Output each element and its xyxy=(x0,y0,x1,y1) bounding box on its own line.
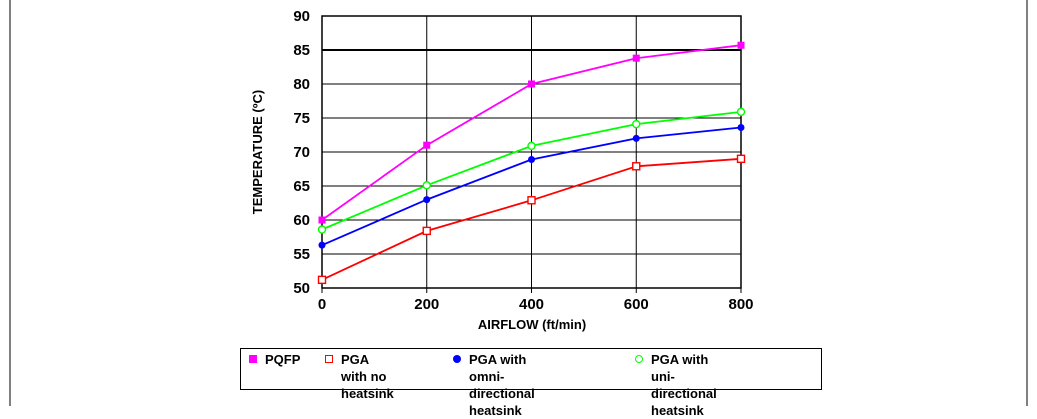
data-point xyxy=(423,141,431,149)
data-point xyxy=(528,80,535,88)
y-tick-label: 65 xyxy=(293,178,310,195)
data-point xyxy=(737,41,745,49)
y-tick-label: 50 xyxy=(293,280,310,297)
legend-label-pga-uni: PGA with uni- directional heatsink xyxy=(651,352,717,418)
data-point xyxy=(632,119,641,129)
x-tick-label: 200 xyxy=(414,296,439,313)
x-axis-label: AIRFLOW (ft/min) xyxy=(478,317,586,332)
data-point xyxy=(318,241,326,249)
y-tick-label: 60 xyxy=(293,212,310,229)
y-tick-labels: 50 55 60 65 70 75 80 85 90 xyxy=(293,8,310,297)
data-point xyxy=(423,196,431,204)
series-group xyxy=(317,41,746,285)
legend: PQFP PGA with no heatsink PGA with omni-… xyxy=(240,348,822,418)
legend-label-pga-no-heatsink: PGA with no heatsink xyxy=(341,352,394,401)
chart-frame: 50 55 60 65 70 75 80 85 90 0 200 400 600 800 AIRFLOW… xyxy=(9,0,1028,406)
y-tick-label: 90 xyxy=(293,8,310,25)
data-point xyxy=(632,134,640,142)
data-point xyxy=(317,225,327,234)
y-tick-label: 75 xyxy=(293,110,310,127)
filled-circle-marker-icon xyxy=(453,355,461,363)
plot-area-border xyxy=(321,15,742,289)
data-point xyxy=(422,226,431,236)
x-tick-label: 400 xyxy=(519,296,544,313)
x-tick-label: 600 xyxy=(624,296,649,313)
x-tick-label: 0 xyxy=(318,296,326,313)
plot-border xyxy=(321,15,742,289)
y-tick-label: 55 xyxy=(293,246,310,263)
data-point xyxy=(736,154,746,164)
data-point xyxy=(737,124,745,132)
y-tick-label: 80 xyxy=(293,76,310,93)
filled-square-marker-icon xyxy=(249,355,257,363)
data-point xyxy=(736,107,746,117)
legend-label-pga-omni: PGA with omni- directional heatsink xyxy=(469,352,535,418)
y-tick-label: 70 xyxy=(293,144,310,161)
data-point xyxy=(528,155,535,163)
data-point xyxy=(317,275,327,285)
data-point xyxy=(527,196,536,205)
hollow-circle-marker-icon xyxy=(635,355,643,363)
data-point xyxy=(632,162,641,171)
x-tick-label: 800 xyxy=(728,296,753,313)
data-point xyxy=(632,54,640,62)
legend-label-pqfp: PQFP xyxy=(265,352,301,367)
y-axis-label: TEMPERATURE (ºC) xyxy=(250,90,265,214)
data-point xyxy=(422,181,431,190)
x-tick-labels: 0 200 400 600 800 xyxy=(318,296,754,313)
data-point xyxy=(527,141,536,151)
y-tick-label: 85 xyxy=(293,42,310,59)
data-point xyxy=(318,216,326,224)
hollow-square-marker-icon xyxy=(325,355,333,363)
